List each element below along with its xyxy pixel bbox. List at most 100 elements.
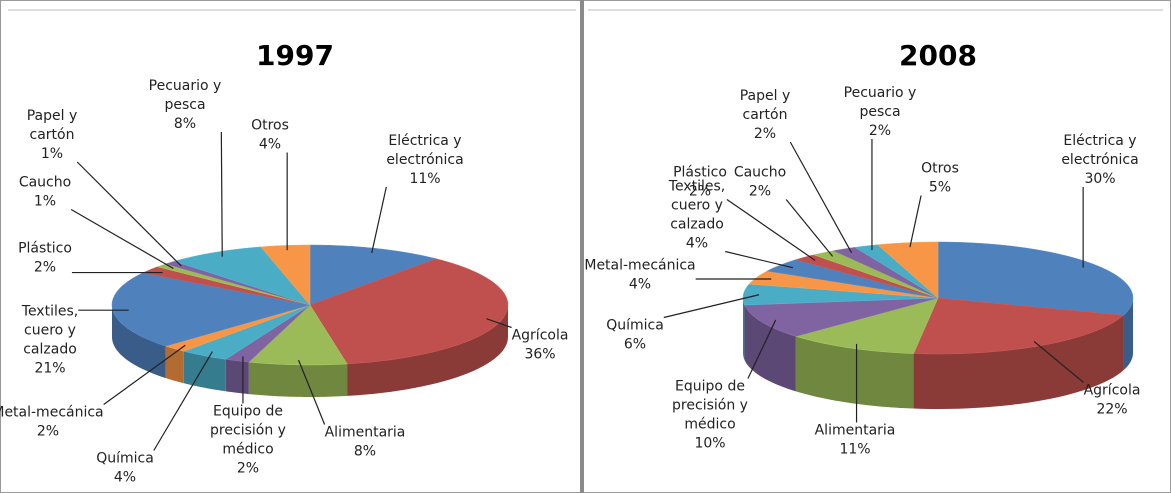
data-label: Agrícola 22% [1084, 383, 1141, 418]
value-label: 1% [34, 194, 56, 210]
slice-side [165, 346, 184, 384]
data-label: Química 6% [606, 318, 664, 353]
slice [164, 261, 311, 306]
value-label: 2% [754, 126, 776, 142]
category-label: Alimentaria [325, 425, 406, 441]
slice [182, 304, 311, 360]
value-label: 2% [869, 123, 891, 139]
category-label: Papel y cartón [740, 88, 791, 123]
slice [913, 297, 1125, 355]
leader-line [220, 131, 223, 257]
slice [164, 304, 311, 352]
leader-line [298, 359, 326, 425]
slice [309, 258, 509, 365]
slice [854, 244, 939, 299]
leader-line [726, 199, 816, 261]
value-label: 1% [41, 146, 63, 162]
slice [877, 241, 939, 299]
leader-line [725, 250, 794, 269]
category-label: Pecuario y pesca [149, 78, 222, 113]
data-label: Otros 4% [251, 118, 289, 153]
data-label: Caucho 1% [19, 175, 71, 210]
data-label: Equipo de precisión y médico 10% [672, 379, 748, 452]
leader-line [486, 318, 512, 329]
category-label: Textiles, cuero y calzado [21, 304, 78, 358]
slice [812, 250, 939, 299]
data-label: Pecuario y pesca 2% [844, 85, 917, 139]
data-label: Plástico 2% [673, 165, 727, 200]
data-label: Papel y cartón 2% [740, 88, 791, 142]
data-label: Eléctrica y electrónica 11% [386, 133, 463, 187]
value-label: 10% [694, 436, 725, 452]
data-label: Caucho 2% [734, 165, 786, 200]
slice [794, 297, 939, 354]
data-label: Papel y cartón 1% [27, 108, 78, 162]
slice-side [1123, 298, 1133, 371]
data-label: Textiles, cuero y calzado 21% [21, 304, 78, 377]
category-label: Eléctrica y electrónica [386, 133, 463, 168]
value-label: 21% [34, 361, 65, 377]
data-label: Otros 5% [921, 161, 959, 196]
slice [744, 297, 939, 337]
value-label: 11% [839, 442, 870, 458]
category-label: Agrícola [1084, 383, 1141, 399]
tops [111, 244, 509, 366]
value-label: 8% [354, 444, 376, 460]
data-label: Agrícola 36% [512, 328, 569, 363]
data-label: Plástico 2% [18, 241, 72, 276]
value-label: 6% [624, 337, 646, 353]
data-label: Eléctrica y electrónica 30% [1061, 133, 1138, 187]
category-label: Química [606, 318, 664, 334]
slice-side [248, 362, 348, 397]
value-label: 36% [524, 347, 555, 363]
value-label: 2% [237, 461, 259, 477]
value-label: 2% [749, 184, 771, 200]
chart-title: 1997 [256, 39, 334, 72]
category-label: Agrícola [512, 328, 569, 344]
data-label: Metal-mecánica 4% [584, 258, 695, 293]
data-label: Metal-mecánica 2% [0, 405, 104, 440]
value-label: 4% [259, 137, 281, 153]
slice [142, 266, 311, 306]
category-label: Caucho [734, 165, 786, 181]
slice [742, 283, 939, 306]
value-label: 4% [686, 236, 708, 252]
leader-line [371, 186, 387, 254]
leader-line [785, 199, 834, 257]
category-label: Pecuario y pesca [844, 85, 917, 120]
value-label: 11% [409, 171, 440, 187]
value-label: 4% [114, 470, 136, 486]
slice [832, 247, 939, 299]
category-label: Alimentaria [815, 423, 896, 439]
slice [156, 263, 311, 306]
leader-line [103, 344, 186, 405]
data-label: Alimentaria 11% [815, 423, 896, 458]
category-label: Papel y cartón [27, 108, 78, 143]
slice-side [744, 305, 796, 392]
data-label: Pecuario y pesca 8% [149, 78, 222, 132]
slice-side [743, 298, 745, 361]
category-label: Eléctrica y electrónica [1061, 133, 1138, 168]
chart-title: 2008 [899, 39, 977, 72]
slice [748, 270, 939, 299]
value-label: 2% [37, 424, 59, 440]
leader-line [663, 294, 760, 319]
slice [937, 241, 1134, 316]
data-label: Alimentaria 8% [325, 425, 406, 460]
slice-side [225, 359, 249, 395]
category-label: Textiles, cuero y calzado [668, 179, 725, 233]
slice [173, 246, 311, 306]
category-label: Metal-mecánica [0, 405, 104, 421]
leader-line [70, 208, 174, 270]
category-label: Equipo de precisión y médico [210, 404, 286, 458]
leader-line [1033, 341, 1084, 383]
value-label: 5% [929, 180, 951, 196]
value-label: 30% [1084, 171, 1115, 187]
leader-line [747, 319, 777, 379]
slice-side [913, 315, 1124, 409]
leader-line [909, 195, 922, 248]
slice-side [347, 305, 508, 396]
category-label: Metal-mecánica [584, 258, 695, 274]
leader-line [153, 351, 213, 451]
